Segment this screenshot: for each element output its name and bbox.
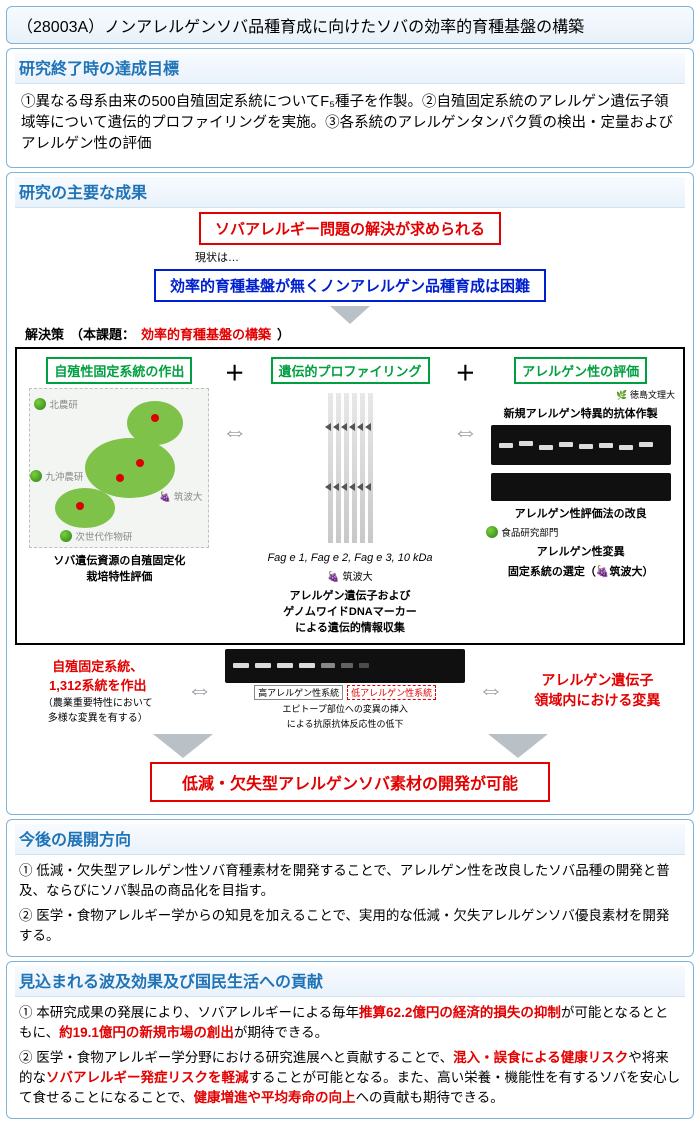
- impact-item-1: ① 本研究成果の発展により、ソバアレルギーによる毎年推算62.2億円の経済的損失…: [15, 1001, 685, 1046]
- plus-icon-1: ＋: [225, 357, 245, 386]
- impact-item-2: ② 医学・食物アレルギー学分野における研究進展へと貢献することで、混入・誤食によ…: [15, 1046, 685, 1111]
- lower-right-text: アレルゲン遺伝子 領域内における変異: [510, 670, 685, 710]
- col3-line2: アレルゲン性評価法の改良: [515, 505, 647, 521]
- org-b-label: 九沖農研: [45, 469, 83, 483]
- two-down-arrows: [15, 734, 685, 758]
- problem-stack: ソバアレルギー問題の解決が求められる 現状は… 効率的育種基盤が無くノンアレルゲ…: [15, 212, 685, 324]
- column-3: アレルゲン性の評価 🌿 徳島文理大 新規アレルゲン特異的抗体作製 アレルゲン性評: [486, 357, 675, 579]
- swap-arrow-icon-3: ⇔: [187, 674, 213, 705]
- col1-head: 自殖性固定系統の作出: [46, 357, 192, 384]
- lower-gel-block: 高アレルゲン性系統 低アレルゲン性系統 エピトープ部位への変異の挿入 による抗原…: [219, 649, 472, 730]
- down-arrow-icon: [330, 306, 370, 324]
- gel-image-1: [491, 425, 671, 465]
- project-title-box: （28003A）ノンアレルゲンソバ品種育成に向けたソバの効率的育種基盤の構築: [6, 6, 694, 44]
- naro-badge-3: 次世代作物研: [60, 529, 132, 543]
- solution-red-text: 効率的育種基盤の構築: [141, 324, 271, 343]
- solution-label: 解決策: [25, 324, 64, 343]
- gel-mid-labels: 高アレルゲン性系統 低アレルゲン性系統: [254, 685, 436, 700]
- swap-arrow-icon-4: ⇔: [478, 674, 504, 705]
- gel-label-high: 高アレルゲン性系統: [254, 685, 343, 700]
- col3-line3: アレルゲン性変異: [537, 543, 625, 559]
- page-root: （28003A）ノンアレルゲンソバ品種育成に向けたソバの効率的育種基盤の構築 研…: [0, 6, 700, 1119]
- lower-left-sub: （農業重要特性において 多様な変異を有する）: [15, 694, 181, 724]
- status-note: 現状は…: [195, 249, 239, 265]
- col1-caption: ソバ遺伝資源の自殖固定化 栽培特性評価: [53, 552, 185, 584]
- results-heading: 研究の主要な成果: [15, 177, 685, 208]
- gel-label-low: 低アレルゲン性系統: [347, 685, 436, 700]
- impact-section: 見込まれる波及効果及び国民生活への貢献 ① 本研究成果の発展により、ソバアレルギ…: [6, 961, 694, 1119]
- gel-caption-a: エピトープ部位への変異の挿入: [282, 702, 407, 715]
- org-c-label: 🍇 筑波大: [159, 489, 202, 503]
- naro-badge-2: 九沖農研: [30, 469, 83, 483]
- gel-image-3: [225, 649, 465, 683]
- column-2: 遺伝的プロファイリング Fag e 1, Fag e 2, Fag e 3, 1…: [256, 357, 445, 635]
- future-item-2: ② 医学・食物アレルギー学からの知見を加えることで、実用的な低減・欠失アレルゲン…: [15, 904, 685, 949]
- japan-map-icon: [30, 388, 208, 548]
- org-d-label: 次世代作物研: [75, 529, 132, 543]
- col2-head: 遺伝的プロファイリング: [271, 357, 430, 384]
- col3-line4: 固定系統の選定（🍇筑波大）: [508, 563, 654, 579]
- future-section: 今後の展開方向 ① 低減・欠失型アレルゲン性ソバ育種素材を開発することで、アレル…: [6, 819, 694, 957]
- swap-arrow-icon-1: ⇔: [222, 416, 248, 447]
- col3-line1: 新規アレルゲン特異的抗体作製: [504, 405, 658, 421]
- lower-row: 自殖固定系統、 1,312系統を作出 （農業重要特性において 多様な変異を有する…: [15, 649, 685, 730]
- conclusion-box: 低減・欠失型アレルゲンソバ素材の開発が可能: [150, 762, 550, 802]
- japan-map-block: 北農研 九沖農研 🍇 筑波大 次世代作物研: [29, 388, 209, 548]
- gene-names: Fag e 1, Fag e 2, Fag e 3, 10 kDa: [267, 552, 432, 564]
- col3-head: アレルゲン性の評価: [514, 357, 647, 384]
- objectives-heading: 研究終了時の達成目標: [15, 53, 685, 84]
- col2-org: 🍇 筑波大: [327, 568, 372, 583]
- gel-caption-b: による抗原抗体反応性の低下: [287, 717, 404, 730]
- big-down-arrow-1: [153, 734, 213, 758]
- objectives-text: ①異なる母系由来の500自殖固定系統についてF₅種子を作製。②自殖固定系統のアレ…: [15, 88, 685, 159]
- solution-label-row: 解決策 （本課題： 効率的育種基盤の構築 ）: [25, 324, 685, 343]
- org-a-label: 北農研: [49, 397, 78, 411]
- objectives-section: 研究終了時の達成目標 ①異なる母系由来の500自殖固定系統についてF₅種子を作製…: [6, 48, 694, 168]
- column-1: 自殖性固定系統の作出 北農研 九沖農研: [25, 357, 214, 584]
- solution-paren-close: ）: [277, 324, 290, 343]
- col2-caption: アレルゲン遺伝子および ゲノムワイドDNAマーカー による遺伝的情報収集: [283, 587, 417, 635]
- gel-image-2: [491, 473, 671, 501]
- lower-left-text: 自殖固定系統、 1,312系統を作出 （農業重要特性において 多様な変異を有する…: [15, 656, 181, 724]
- three-column-box: 自殖性固定系統の作出 北農研 九沖農研: [15, 347, 685, 645]
- big-down-arrow-2: [488, 734, 548, 758]
- problem-red-box: ソバアレルギー問題の解決が求められる: [199, 212, 501, 245]
- sequencing-graphic: [260, 388, 440, 548]
- naro-badge-4: 食品研究部門: [486, 525, 558, 539]
- future-heading: 今後の展開方向: [15, 824, 685, 855]
- swap-arrow-icon-2: ⇔: [452, 416, 478, 447]
- results-section: 研究の主要な成果 ソバアレルギー問題の解決が求められる 現状は… 効率的育種基盤…: [6, 172, 694, 815]
- impact-heading: 見込まれる波及効果及び国民生活への貢献: [15, 966, 685, 997]
- col3-org-b: 食品研究部門: [501, 525, 558, 539]
- plus-icon-2: ＋: [455, 357, 475, 386]
- solution-paren-open: （本課題：: [70, 324, 135, 343]
- problem-blue-box: 効率的育種基盤が無くノンアレルゲン品種育成は困難: [154, 269, 546, 302]
- future-item-1: ① 低減・欠失型アレルゲン性ソバ育種素材を開発することで、アレルゲン性を改良した…: [15, 859, 685, 904]
- project-title: （28003A）ノンアレルゲンソバ品種育成に向けたソバの効率的育種基盤の構築: [17, 19, 584, 36]
- naro-badge-1: 北農研: [34, 397, 78, 411]
- col3-org-top: 🌿 徳島文理大: [616, 388, 675, 401]
